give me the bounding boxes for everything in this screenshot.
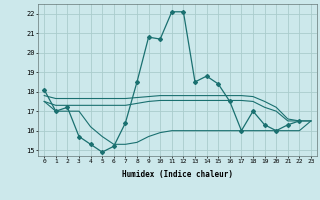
X-axis label: Humidex (Indice chaleur): Humidex (Indice chaleur) [122,170,233,179]
